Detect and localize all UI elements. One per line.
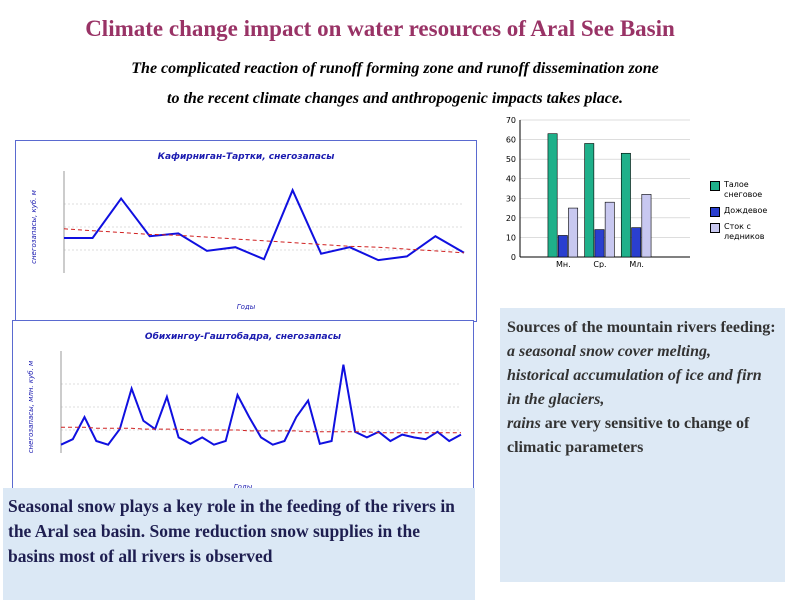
legend-label: Сток с ледников bbox=[724, 222, 765, 241]
x-tick-label: Мн. bbox=[556, 260, 571, 268]
data-line bbox=[64, 187, 465, 262]
legend-entry: Талое снеговое bbox=[710, 180, 770, 200]
y-tick-label: 20 bbox=[506, 214, 516, 223]
legend-swatch bbox=[710, 223, 720, 233]
bar bbox=[547, 133, 558, 258]
legend-entry: Дождевое bbox=[710, 206, 770, 217]
bar bbox=[620, 152, 631, 258]
x-tick-label: Ср. bbox=[593, 260, 606, 268]
item: rains are very sensitive to change of cl… bbox=[507, 412, 778, 460]
data-line bbox=[60, 364, 462, 446]
legend-swatch bbox=[710, 207, 720, 217]
bar bbox=[631, 227, 642, 258]
bar bbox=[557, 235, 568, 258]
y-tick-label: 40 bbox=[506, 175, 516, 184]
text-box: Sources of the mountain rivers feeding: … bbox=[500, 308, 785, 582]
line-chart: Обихингоу-Гаштобадра, снегозапасы снегоза… bbox=[12, 320, 474, 490]
y-axis-label: снегозапасы, куб. м bbox=[30, 189, 38, 264]
x-axis-label: Годы bbox=[234, 483, 253, 490]
x-tick-label: Мл. bbox=[629, 260, 644, 268]
x-axis-label: Годы bbox=[237, 303, 256, 311]
y-tick-label: 70 bbox=[506, 116, 516, 125]
bar bbox=[584, 143, 595, 258]
bar-chart: 0 10 20 30 40 50 60 70 Мн. Ср. Мл. bbox=[506, 116, 690, 268]
bar bbox=[594, 229, 605, 258]
bar bbox=[568, 207, 579, 258]
y-tick-label: 10 bbox=[506, 233, 516, 242]
item: historical accumulation of ice and firn … bbox=[507, 367, 762, 408]
text-box: Seasonal snow plays a key role in the fe… bbox=[3, 488, 475, 600]
legend-label: Дождевое bbox=[724, 206, 768, 215]
trend-line bbox=[63, 228, 465, 254]
subtitle: to the recent climate changes and anthro… bbox=[167, 90, 623, 107]
heading: Sources of the mountain rivers feeding: bbox=[507, 319, 776, 336]
y-axis-label: снегозапасы, млн. куб. м bbox=[27, 360, 35, 453]
chart-title: Обихингоу-Гаштобадра, снегозапасы bbox=[145, 331, 341, 342]
legend: Талое снеговое Дождевое Сток с ледников bbox=[710, 180, 770, 248]
bar bbox=[604, 201, 615, 258]
bar bbox=[641, 194, 652, 258]
item-lead: rains bbox=[507, 415, 541, 432]
trend-line bbox=[61, 426, 461, 434]
legend-label: Талое снеговое bbox=[724, 180, 763, 199]
chart-title: Кафирниган-Тартки, снегозапасы bbox=[158, 152, 335, 162]
legend-entry: Сток с ледников bbox=[710, 222, 770, 242]
y-tick-label: 50 bbox=[506, 155, 516, 164]
title: Climate change impact on water resources… bbox=[85, 16, 675, 41]
item: a seasonal snow cover melting, bbox=[507, 343, 712, 360]
legend-swatch bbox=[710, 181, 720, 191]
y-tick-label: 30 bbox=[506, 194, 516, 203]
subtitle: The complicated reaction of runoff formi… bbox=[131, 60, 659, 77]
y-tick-label: 0 bbox=[511, 253, 516, 262]
item-text: are very sensitive to change of climatic… bbox=[507, 415, 750, 456]
line-chart: Кафирниган-Тартки, снегозапасы снегозапас… bbox=[15, 140, 477, 322]
y-tick-label: 60 bbox=[506, 136, 516, 145]
